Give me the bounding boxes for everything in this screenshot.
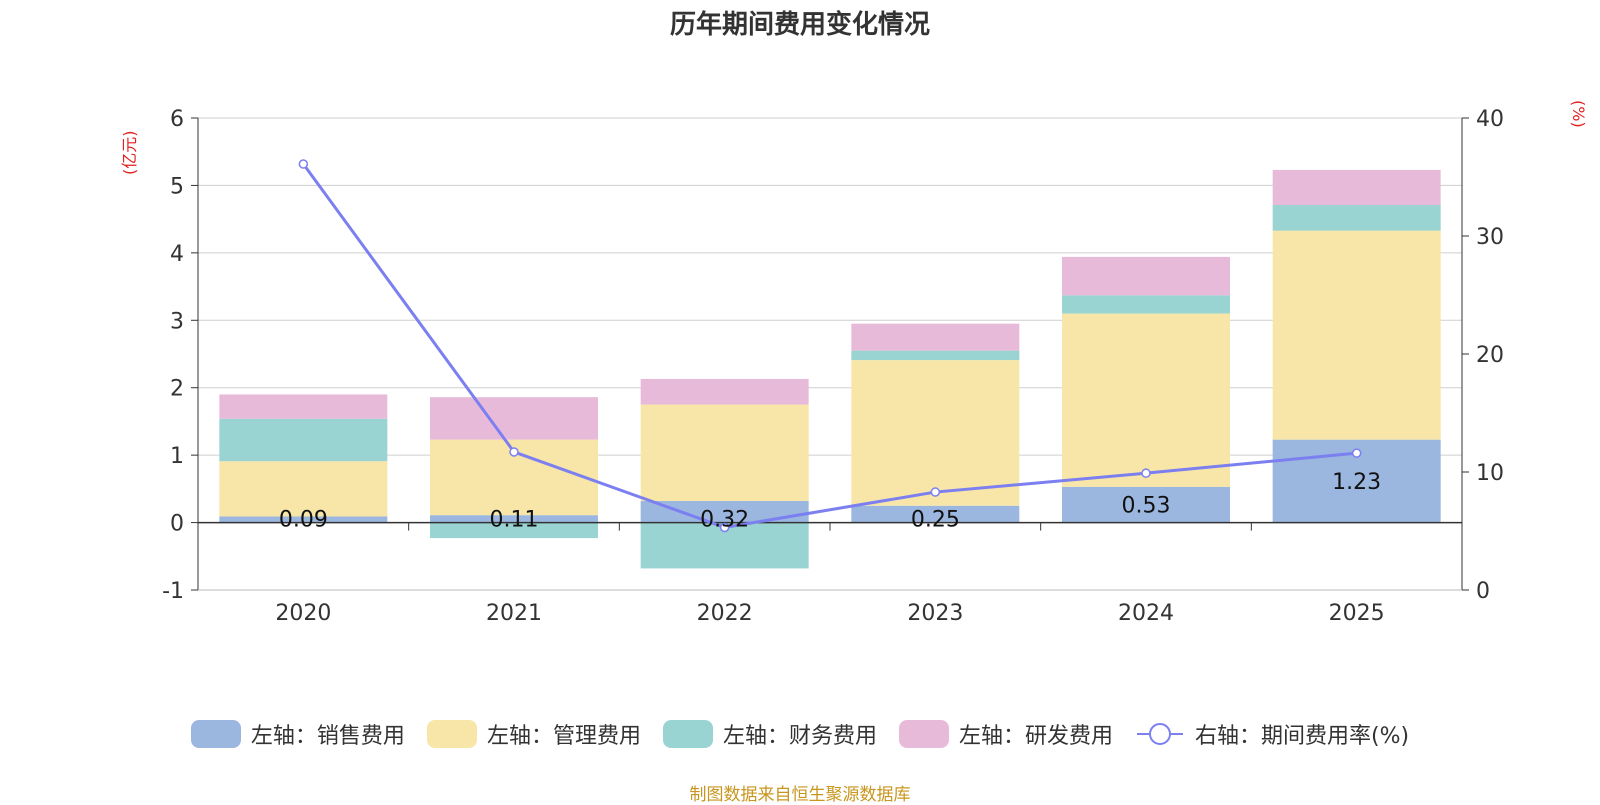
bar-admin [219, 461, 388, 517]
bar-rd [1272, 169, 1441, 205]
bar-finance [219, 418, 388, 462]
x-tick-label: 2022 [697, 601, 753, 626]
bar-rd [219, 394, 388, 419]
rate-point [930, 487, 941, 497]
legend-item-sales[interactable]: 左轴：销售费用 [190, 718, 405, 750]
bar-sales [1062, 486, 1230, 523]
legend-swatch-finance [662, 720, 713, 748]
legend: 左轴：销售费用 左轴：管理费用 左轴：财务费用 左轴：研发费用 右轴：期间费用率… [0, 718, 1600, 750]
left-tick-label: 3 [170, 309, 184, 334]
left-tick-label: 1 [170, 444, 184, 469]
rate-line [298, 159, 1362, 533]
legend-swatch-rd [898, 720, 949, 748]
x-tick-label: 2023 [907, 601, 963, 626]
legend-swatch-admin [426, 720, 477, 748]
right-axis-unit: (%) [1569, 100, 1588, 128]
bar-rd [1062, 256, 1230, 296]
x-tick-label: 2025 [1329, 601, 1385, 626]
bar-sales [430, 515, 598, 523]
legend-label-sales: 左轴：销售费用 [250, 724, 405, 749]
left-axis-unit: (亿元) [120, 130, 139, 176]
rate-point [509, 447, 519, 457]
data-label-sales: 0.11 [490, 508, 539, 533]
bar-admin [1272, 230, 1441, 440]
data-label-sales: 0.25 [911, 508, 960, 533]
right-tick-label: 10 [1476, 461, 1504, 486]
rate-point [1351, 448, 1362, 458]
legend-label-rate: 右轴：期间费用率(%) [1194, 724, 1410, 749]
bar-rd [640, 378, 809, 405]
rate-line-path [302, 163, 1357, 530]
legend-swatch-rate [1136, 723, 1183, 745]
legend-label-admin: 左轴：管理费用 [486, 724, 641, 749]
legend-item-rate[interactable]: 右轴：期间费用率(%) [1135, 718, 1409, 750]
bar-sales [219, 516, 388, 523]
data-label-sales: 0.32 [700, 508, 749, 533]
right-tick-label: 40 [1476, 107, 1504, 132]
left-tick-label: 4 [170, 242, 184, 267]
legend-item-finance[interactable]: 左轴：财务费用 [662, 718, 877, 750]
footer-source: 制图数据来自恒生聚源数据库 [689, 785, 911, 805]
left-tick-label: -1 [162, 579, 184, 604]
left-tick-label: 0 [170, 512, 184, 537]
axes: -1 0 1 2 3 4 5 6 0 10 20 30 40 2020 2021 2022 2023 2024 20… [162, 107, 1504, 626]
legend-label-rd: 左轴：研发费用 [958, 724, 1113, 749]
legend-item-admin[interactable]: 左轴：管理费用 [426, 718, 641, 750]
data-label-sales: 0.53 [1122, 494, 1171, 519]
right-tick-label: 20 [1476, 343, 1504, 368]
data-labels: 0.09 0.11 0.32 0.25 0.53 1.23 [279, 470, 1381, 532]
legend-swatch-sales [190, 720, 241, 748]
bar-finance [1272, 204, 1441, 231]
x-tick-label: 2020 [275, 601, 331, 626]
right-tick-label: 0 [1476, 579, 1490, 604]
rate-point [1141, 468, 1151, 478]
right-tick-label: 30 [1476, 225, 1504, 250]
data-label-sales: 1.23 [1332, 470, 1381, 495]
bar-admin [851, 360, 1020, 506]
bar-finance [1062, 295, 1230, 314]
bar-admin [640, 404, 809, 501]
bar-finance [851, 350, 1020, 361]
left-tick-label: 6 [170, 107, 184, 132]
x-tick-label: 2021 [486, 601, 542, 626]
rate-point [719, 522, 730, 533]
rate-point [298, 159, 309, 169]
bar-sales [851, 505, 1020, 523]
left-tick-label: 2 [170, 377, 184, 402]
x-tick-label: 2024 [1118, 601, 1174, 626]
bars [219, 169, 1441, 569]
data-label-sales: 0.09 [279, 508, 328, 533]
legend-label-finance: 左轴：财务费用 [722, 724, 877, 749]
bar-rd [851, 323, 1020, 351]
bar-rd [430, 397, 598, 440]
left-tick-label: 5 [170, 174, 184, 199]
chart-title: 历年期间费用变化情况 [669, 10, 930, 40]
bar-finance [430, 522, 598, 539]
bar-sales [640, 500, 809, 523]
gridlines [198, 117, 1462, 591]
bar-admin [1062, 313, 1230, 487]
legend-item-rd[interactable]: 左轴：研发费用 [898, 718, 1113, 750]
